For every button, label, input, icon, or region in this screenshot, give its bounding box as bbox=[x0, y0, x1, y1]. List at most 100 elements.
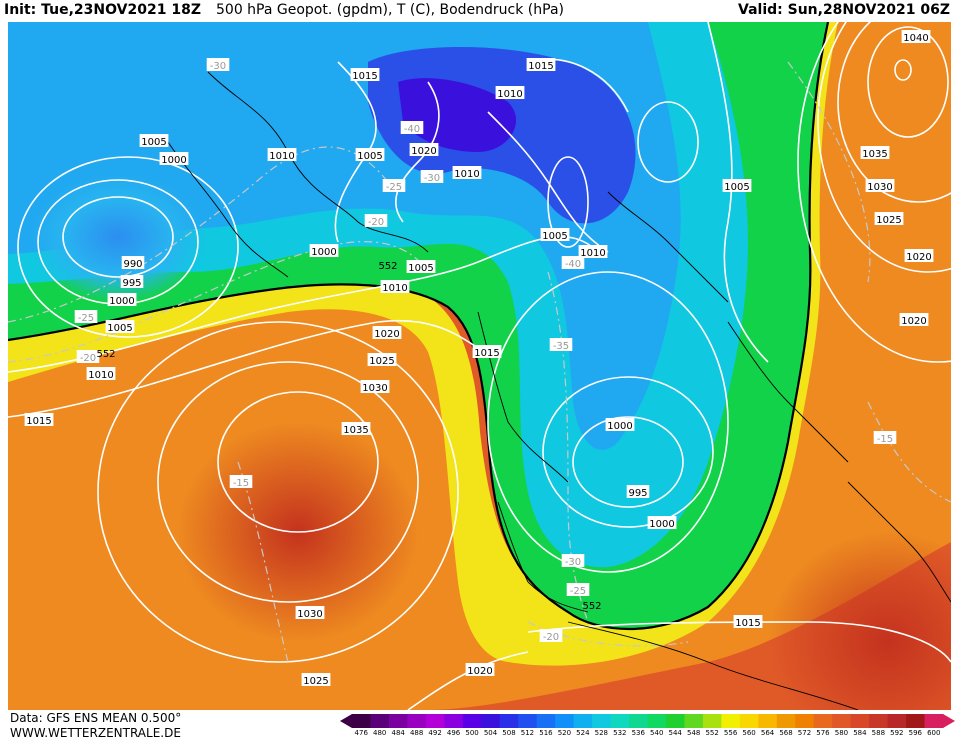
legend-swatch bbox=[370, 714, 390, 728]
legend-swatch bbox=[850, 714, 870, 728]
legend-swatch bbox=[776, 714, 796, 728]
legend-tick-label: 476 bbox=[354, 729, 368, 737]
isobar-label-box bbox=[367, 353, 397, 366]
legend-swatch bbox=[702, 714, 722, 728]
legend-arrow-left bbox=[340, 714, 352, 728]
temperature-label-box bbox=[206, 58, 230, 71]
isobar-label: 1015 bbox=[352, 71, 377, 82]
map-header: Init: Tue,23NOV2021 18Z 500 hPa Geopot. … bbox=[0, 0, 959, 22]
isobar-label-box bbox=[605, 418, 635, 431]
legend-tick-label: 516 bbox=[539, 729, 553, 737]
temperature-label: -15 bbox=[233, 478, 249, 489]
legend-swatch bbox=[887, 714, 907, 728]
isobar-label: 1005 bbox=[408, 263, 433, 274]
legend-tick-label: 600 bbox=[927, 729, 941, 737]
legend-ticks: 476 480 484 488 492 496 500 504 508 512 516 520 524 5… bbox=[340, 729, 955, 741]
temperature-label: -30 bbox=[210, 61, 226, 72]
legend-swatch bbox=[518, 714, 538, 728]
temperature-label-box bbox=[74, 310, 98, 323]
isobar-label: 1015 bbox=[528, 61, 553, 72]
legend-tick-label: 508 bbox=[502, 729, 516, 737]
isobar-label: 1015 bbox=[26, 416, 51, 427]
legend-tick-label: 584 bbox=[853, 729, 867, 737]
legend-tick-label: 596 bbox=[908, 729, 922, 737]
init-time: Init: Tue,23NOV2021 18Z bbox=[4, 2, 201, 18]
isobar-label: 1010 bbox=[580, 248, 605, 259]
contour-552 bbox=[8, 22, 830, 631]
legend-tick-label: 484 bbox=[391, 729, 405, 737]
legend-swatch bbox=[462, 714, 482, 728]
legend-tick-label: 572 bbox=[797, 729, 812, 737]
legend-tick-label: 512 bbox=[520, 729, 535, 737]
temperature-label-box bbox=[561, 554, 585, 567]
color-legend bbox=[340, 713, 955, 728]
isobar-label: 1000 bbox=[607, 421, 632, 432]
isobar-label: 1020 bbox=[906, 252, 931, 263]
temperature-label-box bbox=[364, 214, 388, 227]
isobar-label: 1020 bbox=[374, 329, 399, 340]
isobar-label-box bbox=[860, 146, 890, 159]
isobar-label-box bbox=[409, 143, 439, 156]
temperature-label-box bbox=[539, 629, 563, 642]
legend-swatch bbox=[499, 714, 519, 728]
legend-tick-label: 556 bbox=[723, 729, 738, 737]
temperature-label-box bbox=[400, 121, 424, 134]
legend-tick-label: 580 bbox=[834, 729, 849, 737]
legend-swatch bbox=[610, 714, 630, 728]
legend-tick-label: 592 bbox=[890, 729, 904, 737]
isobar-label: 1005 bbox=[107, 323, 132, 334]
isobar-label: 1015 bbox=[474, 348, 499, 359]
isobar-label: 1020 bbox=[467, 666, 492, 677]
map-footer: Data: GFS ENS MEAN 0.500° WWW.WETTERZENT… bbox=[0, 710, 959, 741]
isobar-label-box bbox=[874, 212, 904, 225]
height-label: 552 bbox=[96, 349, 115, 360]
temperature-label: -40 bbox=[404, 124, 420, 135]
isobar-label-box bbox=[309, 244, 339, 257]
temperature-label-box bbox=[382, 179, 406, 192]
legend-swatch bbox=[795, 714, 815, 728]
legend-swatch bbox=[813, 714, 833, 728]
isobar-label-box bbox=[578, 245, 608, 258]
isobar-label-box bbox=[341, 422, 371, 435]
legend-tick-label: 504 bbox=[483, 729, 498, 737]
legend-arrow-right bbox=[943, 714, 955, 728]
temperature-label: -20 bbox=[368, 217, 384, 228]
temperature-labels: -30 -40 -30 -25 -20 -40 -35 -25 -20 -15 -15 -30 -25 -… bbox=[74, 58, 897, 643]
temperature-label: -15 bbox=[877, 434, 893, 445]
isobar-label: 1005 bbox=[141, 137, 166, 148]
isobar-label: 1015 bbox=[735, 618, 760, 629]
legend-swatch bbox=[352, 714, 371, 728]
temperature-label: -25 bbox=[386, 182, 402, 193]
legend-swatch bbox=[629, 714, 648, 728]
temperature-label: -40 bbox=[565, 259, 581, 270]
isobar-label: 1040 bbox=[903, 33, 928, 44]
legend-tick-label: 520 bbox=[557, 729, 572, 737]
isobar-label: 1025 bbox=[369, 356, 394, 367]
legend-tick-label: 560 bbox=[742, 729, 756, 737]
isobar-label-box bbox=[733, 615, 763, 628]
isobars bbox=[8, 22, 951, 710]
isobar-label: 1005 bbox=[542, 231, 567, 242]
legend-swatch bbox=[739, 714, 759, 728]
legend-swatch bbox=[906, 714, 926, 728]
isobar-label-box bbox=[626, 485, 650, 498]
temperature-label: -30 bbox=[565, 557, 581, 568]
weather-map: 1015 1015 1010 1005 1000 1010 1005 1020 1010 1005… bbox=[8, 22, 951, 710]
isobar-label-box bbox=[107, 293, 137, 306]
isobar-label-box bbox=[350, 68, 380, 81]
legend-tick-label: 564 bbox=[760, 729, 775, 737]
isobar-label-box bbox=[295, 606, 325, 619]
legend-tick-label: 544 bbox=[668, 729, 682, 737]
legend-swatch bbox=[444, 714, 464, 728]
isobar-label-box bbox=[722, 179, 752, 192]
isobar-label: 1005 bbox=[357, 151, 382, 162]
legend-swatch bbox=[647, 714, 667, 728]
isobar-label-box bbox=[301, 673, 331, 686]
coastlines bbox=[167, 71, 951, 710]
isobar-label: 1025 bbox=[876, 215, 901, 226]
height-label: 552 bbox=[582, 601, 601, 612]
isobar-label-box bbox=[120, 275, 144, 288]
isobar-label: 1020 bbox=[901, 316, 926, 327]
legend-swatch bbox=[721, 714, 741, 728]
